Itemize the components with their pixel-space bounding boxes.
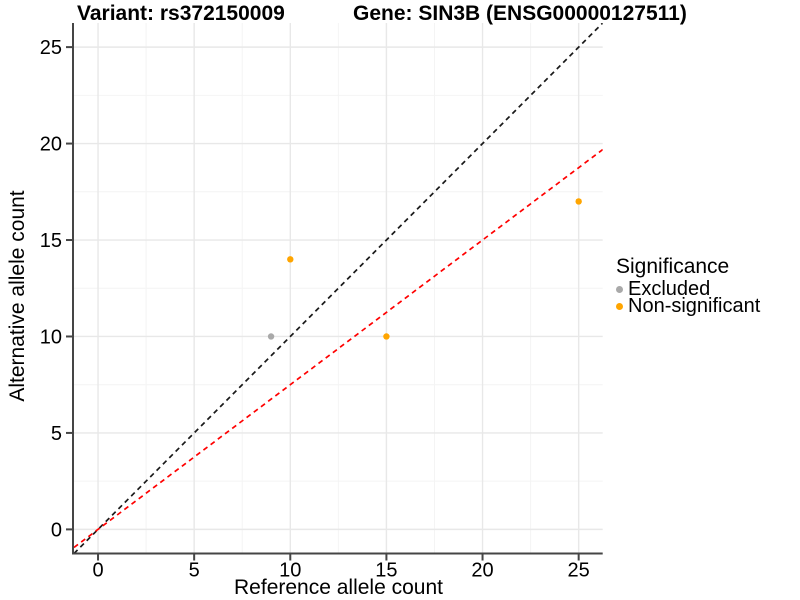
y-tick-label: 20	[40, 134, 62, 156]
x-tick-label: 25	[568, 560, 590, 582]
x-tick-label: 20	[471, 560, 493, 582]
legend-swatch-icon	[616, 286, 623, 293]
legend-item-label: Non-significant	[628, 295, 761, 317]
x-tick-label: 10	[279, 560, 301, 582]
data-point-non-significant	[575, 198, 582, 205]
legend-title: Significance	[616, 255, 730, 278]
legend: Significance Excluded Non-significant	[616, 255, 761, 317]
plot-title-gene: Gene: SIN3B (ENSG00000127511)	[353, 2, 687, 25]
plot-title-variant: Variant: rs372150009	[77, 2, 285, 25]
data-point-non-significant	[287, 256, 294, 263]
x-axis-title: Reference allele count	[234, 576, 443, 599]
legend-item-label: Excluded	[628, 278, 711, 300]
y-tick-label: 15	[40, 230, 62, 252]
y-tick-label: 0	[51, 519, 62, 541]
x-tick-label: 15	[375, 560, 397, 582]
x-tick-label: 0	[92, 560, 103, 582]
legend-item: Excluded	[616, 278, 760, 300]
legend-swatch-icon	[616, 303, 623, 310]
legend-item: Non-significant	[616, 295, 761, 317]
y-tick-label: 5	[51, 423, 62, 445]
x-tick-label: 5	[189, 560, 200, 582]
legend-items: Excluded Non-significant	[616, 278, 761, 317]
y-tick-label: 10	[40, 326, 62, 348]
identity-line	[74, 23, 603, 554]
data-point-non-significant	[383, 333, 390, 340]
data-point-excluded	[267, 333, 275, 340]
ratio-line	[74, 148, 603, 549]
y-tick-label: 25	[40, 37, 62, 59]
